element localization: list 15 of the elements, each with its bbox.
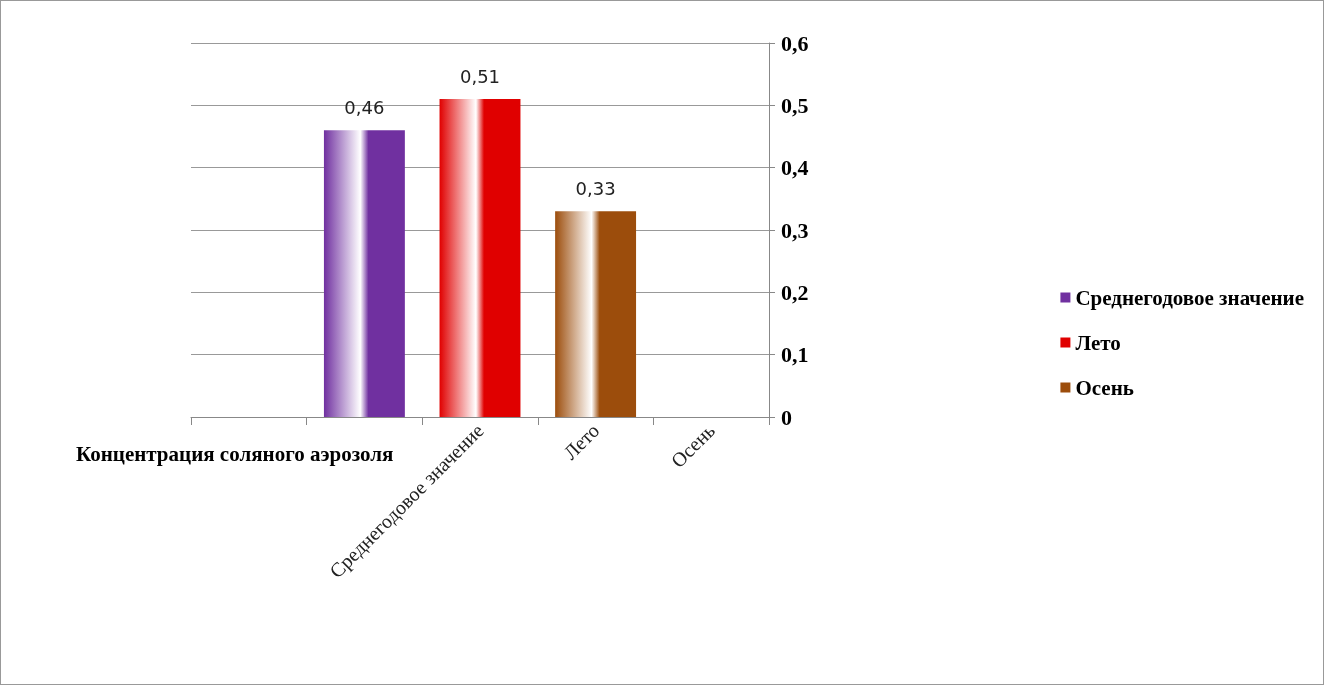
y-tick-label: 0,1 [781,342,809,368]
y-tick-label: 0,2 [781,279,809,305]
y-tick-label: 0,5 [781,92,809,118]
legend-label: Лето [1075,330,1121,355]
y-tick-label: 0,4 [781,155,809,181]
y-tick-label: 0 [781,404,792,430]
x-axis-title: Концентрация соляного аэрозоля [76,441,394,466]
y-tick-label: 0,3 [781,217,809,243]
legend-label: Осень [1075,375,1134,400]
data-label: 0,46 [344,96,385,118]
data-label: 0,33 [575,177,616,199]
data-label: 0,51 [459,65,501,87]
y-tick-label: 0,6 [781,30,809,56]
legend-label: Среднегодовое значение [1075,285,1304,310]
x-tick-label: Лето [559,419,604,464]
